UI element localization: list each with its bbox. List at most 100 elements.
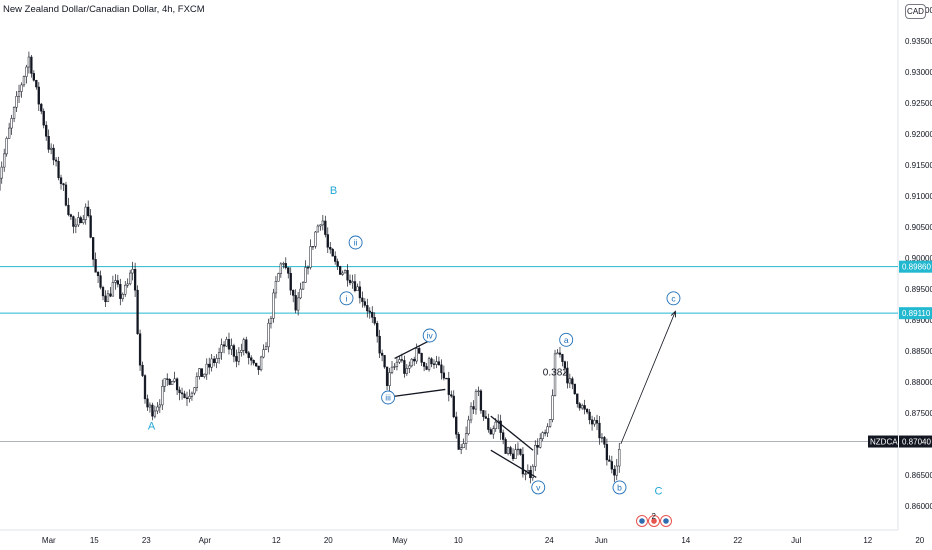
candle-body	[171, 381, 174, 385]
wave-label-iii: iii	[385, 393, 391, 403]
price-tick-label: 0.92500	[905, 99, 932, 108]
candle-body	[8, 127, 11, 139]
candle-body	[37, 86, 40, 105]
candle-body	[111, 282, 115, 297]
currency-button[interactable]: CAD	[905, 4, 926, 19]
time-tick-label: 23	[142, 536, 151, 545]
time-tick-label: Jul	[791, 536, 801, 545]
candle-body	[326, 234, 329, 248]
wave-circle	[339, 291, 354, 306]
wave-circle	[666, 291, 681, 306]
trend-line	[490, 415, 534, 451]
candle-body	[561, 354, 564, 362]
candle-body	[573, 383, 576, 395]
candle-body	[578, 403, 581, 409]
candle-body	[536, 445, 539, 448]
candle-body	[259, 356, 263, 371]
level-price-badge	[899, 260, 932, 273]
wave-label-c: c	[671, 293, 676, 303]
candle-body	[237, 352, 241, 362]
candle-body	[484, 416, 488, 419]
candle-body	[151, 404, 154, 417]
candle-body	[556, 352, 559, 355]
current-price-badge	[899, 435, 932, 448]
candle-body	[361, 297, 364, 302]
globe-icon-core	[639, 518, 645, 524]
candle-body	[129, 272, 132, 285]
candle-body	[136, 289, 139, 335]
candle-body	[148, 404, 152, 408]
candle-body	[610, 461, 613, 470]
candle-body	[311, 245, 315, 248]
candle-body	[203, 373, 206, 377]
candle-body	[531, 466, 534, 479]
candle-body	[74, 224, 77, 227]
candle-body	[516, 448, 520, 451]
candle-body	[613, 468, 616, 476]
candle-body	[49, 147, 53, 150]
candle-body	[432, 363, 436, 365]
candle-body	[156, 406, 159, 412]
candle-body	[371, 311, 374, 318]
price-tick-label: 0.92000	[905, 130, 932, 139]
candle-body	[180, 392, 184, 395]
candle-body	[168, 379, 171, 385]
wave-label-b: b	[617, 482, 622, 492]
candle-body	[437, 361, 441, 366]
candle-body	[442, 372, 446, 379]
candle-body	[264, 346, 268, 350]
candle-body	[504, 439, 507, 454]
candle-body	[469, 406, 473, 421]
globe-icon-core	[663, 518, 669, 524]
candle-body	[571, 378, 574, 385]
candle-body	[185, 397, 189, 400]
level-price-badge	[899, 307, 932, 320]
time-tick-label: 20	[324, 536, 333, 545]
candle-body	[427, 358, 431, 370]
candle-body	[336, 261, 339, 267]
price-tick-label: 0.88000	[905, 378, 932, 387]
candle-body	[274, 280, 278, 294]
price-tick-label: 0.91500	[905, 161, 932, 170]
candle-body	[373, 317, 376, 324]
level-price-label: 0.89110	[902, 309, 931, 318]
candle-body	[166, 378, 169, 380]
candle-body	[215, 358, 218, 363]
candle-body	[450, 394, 453, 397]
candle-body	[106, 293, 110, 303]
candle-body	[408, 365, 411, 369]
candle-body	[296, 297, 300, 311]
time-tick-label: Apr	[199, 536, 212, 545]
candle-body	[346, 270, 349, 281]
candle-body	[393, 366, 396, 368]
trend-line	[394, 388, 446, 397]
candle-body	[225, 339, 228, 347]
candle-body	[79, 217, 82, 224]
projection-arrow-line	[620, 311, 676, 445]
candle-body	[487, 418, 490, 430]
candle-body	[35, 79, 38, 88]
candle-body	[247, 352, 250, 358]
candle-body	[546, 426, 549, 434]
candle-body	[245, 339, 248, 354]
candle-body	[124, 284, 127, 295]
wave-label-v: v	[536, 482, 541, 492]
candle-body	[64, 184, 68, 206]
wave-label-a: a	[564, 335, 569, 345]
candle-body	[126, 283, 129, 286]
wave-label-iv: iv	[427, 331, 434, 341]
candle-body	[452, 395, 455, 418]
candle-body	[477, 390, 480, 392]
candle-body	[25, 66, 28, 77]
candle-body	[72, 216, 75, 227]
candle-body	[146, 398, 149, 408]
price-tick-label: 0.86000	[905, 502, 932, 511]
price-tick-label: 0.88500	[905, 347, 932, 356]
candle-body	[10, 118, 13, 129]
candle-body	[94, 259, 97, 273]
symbol-badge	[868, 435, 898, 448]
candle-body	[353, 281, 357, 291]
candle-body	[121, 293, 124, 299]
wave-label-C: C	[655, 486, 663, 498]
